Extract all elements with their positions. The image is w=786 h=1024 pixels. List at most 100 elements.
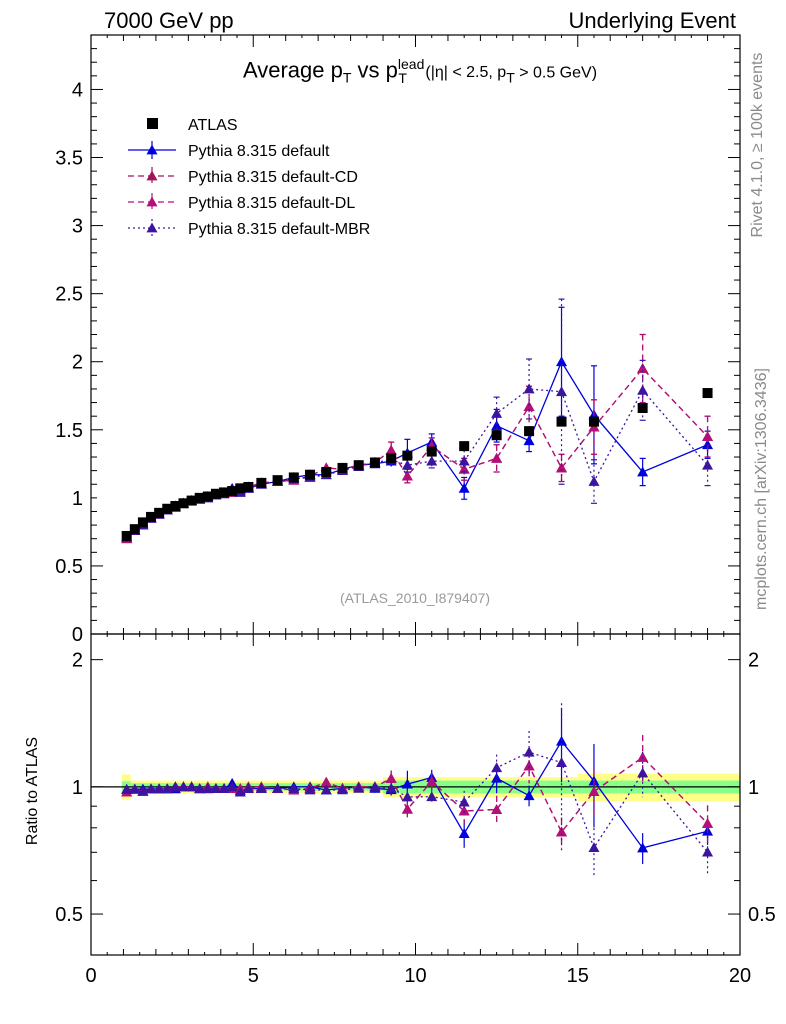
- ratio-marker: [458, 796, 470, 807]
- series-marker: [556, 462, 568, 473]
- ratio-line-pythia-8-315-default-mbr: [126, 751, 709, 853]
- main-series-group: [121, 298, 714, 544]
- series-marker: [556, 356, 568, 367]
- series-marker: [385, 444, 397, 455]
- title-sup: lead: [397, 56, 425, 72]
- legend-label: Pythia 8.315 default-DL: [188, 195, 355, 212]
- atlas-data-point: [146, 511, 157, 522]
- ratio-y-tick-label-right: 1: [748, 777, 759, 799]
- main-y-tick-label: 3.5: [55, 148, 83, 170]
- atlas-data-point: [137, 517, 148, 528]
- main-y-tick-label: 1: [72, 488, 83, 510]
- ratio-y-tick-label-right: 2: [748, 650, 759, 672]
- ratio-marker: [588, 842, 600, 853]
- ratio-marker: [588, 786, 600, 797]
- series-marker: [523, 383, 535, 394]
- ratio-marker: [145, 783, 157, 794]
- atlas-data-point: [702, 388, 713, 399]
- header-left: 7000 GeV pp: [104, 8, 234, 33]
- ratio-y-tick-label: 2: [72, 650, 83, 672]
- atlas-data-point: [210, 488, 221, 499]
- ratio-marker: [177, 781, 189, 792]
- atlas-data-point: [219, 487, 230, 498]
- atlas-data-point: [288, 472, 299, 483]
- ratio-marker: [304, 784, 316, 795]
- ratio-marker: [242, 783, 254, 793]
- legend-marker: [146, 196, 158, 207]
- series-marker: [458, 455, 470, 466]
- atlas-data-point: [588, 416, 599, 427]
- analysis-watermark: (ATLAS_2010_I879407): [340, 590, 490, 606]
- series-marker: [458, 482, 470, 493]
- atlas-data-point: [402, 450, 413, 461]
- legend-label: ATLAS: [188, 117, 238, 134]
- ratio-marker: [234, 786, 246, 797]
- ratio-marker: [523, 746, 535, 757]
- atlas-data-point: [186, 495, 197, 506]
- series-marker: [401, 459, 413, 470]
- series-line-pythia-8-315-default-cd: [126, 367, 709, 540]
- ratio-marker: [523, 760, 535, 771]
- ratio-marker: [121, 783, 133, 794]
- ratio-y-tick-label: 1: [72, 777, 83, 799]
- ratio-y-tick-label-right: 0.5: [748, 904, 776, 926]
- ratio-marker: [385, 773, 397, 783]
- ratio-marker: [320, 784, 332, 795]
- x-tick-label: 5: [248, 965, 259, 987]
- series-line-pythia-8-315-default-mbr: [126, 388, 709, 538]
- atlas-data-point: [386, 453, 397, 464]
- atlas-data-point: [637, 403, 648, 414]
- ratio-series-group: [121, 703, 714, 876]
- series-marker: [637, 384, 649, 395]
- ratio-marker: [226, 781, 238, 792]
- atlas-data-point: [227, 486, 238, 497]
- x-tick-label: 10: [404, 965, 426, 987]
- atlas-data-point: [321, 466, 332, 477]
- ratio-marker: [169, 781, 181, 792]
- ratio-marker: [186, 781, 198, 792]
- ratio-marker: [702, 817, 714, 828]
- ratio-marker: [491, 762, 503, 773]
- series-marker: [523, 435, 535, 446]
- ratio-marker: [702, 846, 714, 857]
- ratio-marker: [401, 791, 413, 802]
- atlas-data-point: [353, 460, 364, 471]
- series-marker: [588, 476, 600, 486]
- title-cuts-sub: T: [506, 69, 515, 86]
- main-y-tick-label: 2.5: [55, 284, 83, 306]
- x-tick-label: 20: [729, 965, 751, 987]
- ratio-marker: [194, 783, 206, 794]
- atlas-data-point: [491, 430, 502, 441]
- ratio-marker: [556, 735, 568, 746]
- main-y-tick-label: 2: [72, 352, 83, 374]
- series-marker: [458, 463, 470, 474]
- ratio-marker: [255, 783, 267, 793]
- series-marker: [491, 420, 503, 431]
- series-marker: [637, 363, 649, 373]
- atlas-data-point: [243, 481, 254, 492]
- atlas-data-point: [256, 477, 267, 488]
- atlas-data-point: [202, 491, 213, 502]
- atlas-data-point: [426, 446, 437, 457]
- title-cuts-b: > 0.5 GeV): [514, 64, 598, 82]
- ratio-marker: [153, 783, 165, 794]
- atlas-data-point: [194, 492, 205, 503]
- series-marker: [523, 401, 535, 412]
- series-marker: [401, 470, 413, 481]
- atlas-data-point: [162, 503, 173, 514]
- title-cuts-a: (|η| < 2.5, p: [420, 64, 507, 82]
- ratio-marker: [491, 804, 503, 814]
- ratio-marker: [637, 767, 649, 778]
- title-sub1: T: [342, 69, 352, 86]
- title-vs: vs p: [351, 57, 398, 83]
- ratio-marker: [161, 783, 173, 794]
- header-right: Underlying Event: [568, 8, 736, 33]
- main-y-tick-label: 3: [72, 216, 83, 238]
- main-y-tick-label: 0.5: [55, 556, 83, 578]
- ratio-marker: [426, 791, 438, 802]
- series-marker: [426, 455, 438, 466]
- atlas-data-point: [178, 498, 189, 509]
- main-y-tick-label: 4: [72, 79, 83, 101]
- ratio-marker: [272, 782, 284, 793]
